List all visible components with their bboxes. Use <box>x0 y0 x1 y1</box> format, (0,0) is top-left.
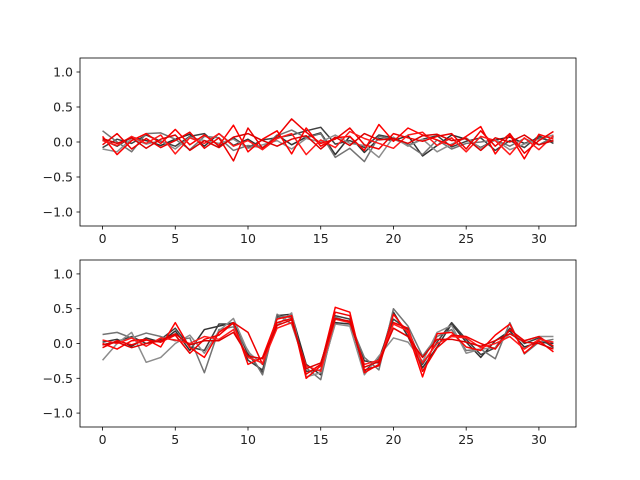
y-tick-label: −0.5 <box>43 170 73 185</box>
series-line-3 <box>102 129 554 163</box>
x-tick-label: 25 <box>458 432 474 447</box>
x-tick-label: 25 <box>458 231 474 246</box>
y-tick-label: 0.0 <box>53 135 73 150</box>
top-subplot: 0 5 10 15 20 25 30 −1.0 −0.5 0.0 0.5 1.0 <box>43 57 577 246</box>
x-tick-label: 0 <box>99 432 107 447</box>
y-tick-label: 0.0 <box>53 336 73 351</box>
x-tick-label: 30 <box>531 432 547 447</box>
bottom-subplot: 0 5 10 15 20 25 30 −1.0 −0.5 0.0 0.5 1.0 <box>43 259 577 447</box>
y-tick-label: 1.0 <box>53 266 73 281</box>
x-tick-label: 5 <box>171 231 179 246</box>
series-line-6 <box>102 311 554 375</box>
x-tick-label: 10 <box>240 231 256 246</box>
x-tick-label: 5 <box>171 432 179 447</box>
x-tick-label: 15 <box>313 432 329 447</box>
y-tick-label: −1.0 <box>43 205 73 220</box>
series-line-6 <box>102 118 554 162</box>
y-tick-label: 0.5 <box>53 301 73 316</box>
x-tick-label: 20 <box>386 432 402 447</box>
x-tick-label: 0 <box>99 231 107 246</box>
x-tick-label: 20 <box>386 231 402 246</box>
series-line-4 <box>102 134 554 159</box>
series-line-8 <box>102 132 554 152</box>
y-tick-label: −0.5 <box>43 371 73 386</box>
y-tick-label: 1.0 <box>53 65 73 80</box>
y-tick-label: −1.0 <box>43 406 73 421</box>
x-tick-label: 10 <box>240 432 256 447</box>
x-tick-label: 30 <box>531 231 547 246</box>
series-line-8 <box>102 317 554 370</box>
x-tick-label: 15 <box>313 231 329 246</box>
y-tick-label: 0.5 <box>53 100 73 115</box>
